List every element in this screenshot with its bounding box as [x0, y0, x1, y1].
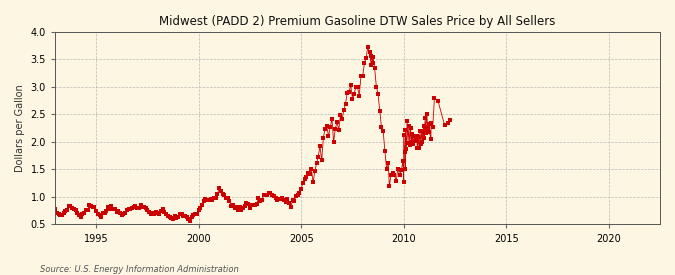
Text: Source: U.S. Energy Information Administration: Source: U.S. Energy Information Administ… — [40, 265, 239, 274]
Y-axis label: Dollars per Gallon: Dollars per Gallon — [15, 84, 25, 172]
Title: Midwest (PADD 2) Premium Gasoline DTW Sales Price by All Sellers: Midwest (PADD 2) Premium Gasoline DTW Sa… — [159, 15, 556, 28]
